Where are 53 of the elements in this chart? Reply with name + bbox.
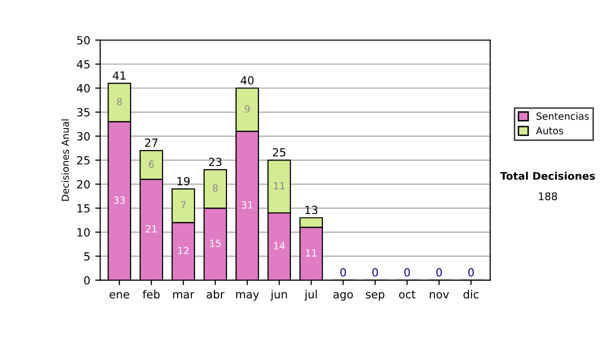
y-tick-label: 50: [77, 36, 90, 44]
total-label: 40: [240, 76, 254, 85]
x-tick-label: abr: [206, 290, 224, 298]
data-label: 21: [146, 225, 157, 232]
data-label: 8: [212, 184, 218, 192]
x-tick-label: feb: [142, 290, 160, 298]
total-label: 0: [468, 268, 474, 277]
total-label: 41: [112, 71, 126, 80]
total-label: 0: [436, 268, 442, 277]
x-tick-label: jul: [304, 290, 317, 301]
data-label: 6: [148, 160, 154, 168]
y-tick-label: 40: [76, 84, 90, 93]
y-tick-label: 0: [84, 276, 90, 285]
x-tick-label: oct: [399, 290, 416, 298]
data-label: 8: [116, 98, 122, 106]
total-label: 19: [177, 176, 190, 186]
x-tick-label: nov: [430, 292, 449, 298]
x-tick-label: mar: [173, 292, 194, 298]
total-label: 23: [209, 158, 222, 166]
data-label: 14: [274, 242, 285, 250]
y-tick-label: 30: [77, 132, 90, 141]
y-tick-label: 20: [77, 180, 90, 189]
y-tick-label: 15: [78, 204, 90, 213]
x-tick-label: dic: [464, 290, 478, 298]
text: Total Decisiones: [500, 172, 595, 180]
x-tick-label: sep: [366, 292, 384, 301]
legend-label: Autos: [536, 127, 564, 134]
text: 188: [539, 192, 558, 200]
y-tick-label: 5: [84, 252, 90, 261]
total-label: 13: [305, 206, 318, 214]
total-label: 0: [404, 268, 410, 277]
y-tick-label: 25: [77, 156, 90, 165]
total-label: 0: [340, 268, 346, 277]
total-label: 27: [145, 138, 158, 147]
x-tick-label: may: [236, 292, 260, 301]
x-tick-label: ene: [110, 292, 130, 298]
data-label: 15: [210, 240, 221, 247]
y-axis-title: Decisiones Anual: [61, 119, 69, 201]
legend-label: Sentencias: [536, 112, 589, 120]
x-tick-label: jun: [270, 290, 287, 301]
y-tick-label: 35: [77, 108, 90, 117]
data-label: 33: [114, 196, 125, 204]
x-tick-label: ago: [333, 292, 353, 301]
data-label: 31: [242, 201, 253, 209]
data-label: 11: [274, 182, 285, 190]
data-label: 12: [178, 246, 189, 254]
data-label: 9: [244, 105, 250, 113]
total-label: 0: [372, 268, 378, 277]
total-label: 25: [272, 148, 286, 157]
data-label: 11: [306, 249, 316, 256]
y-tick-label: 45: [76, 60, 90, 69]
data-label: 7: [181, 201, 186, 208]
y-tick-label: 10: [78, 228, 90, 237]
